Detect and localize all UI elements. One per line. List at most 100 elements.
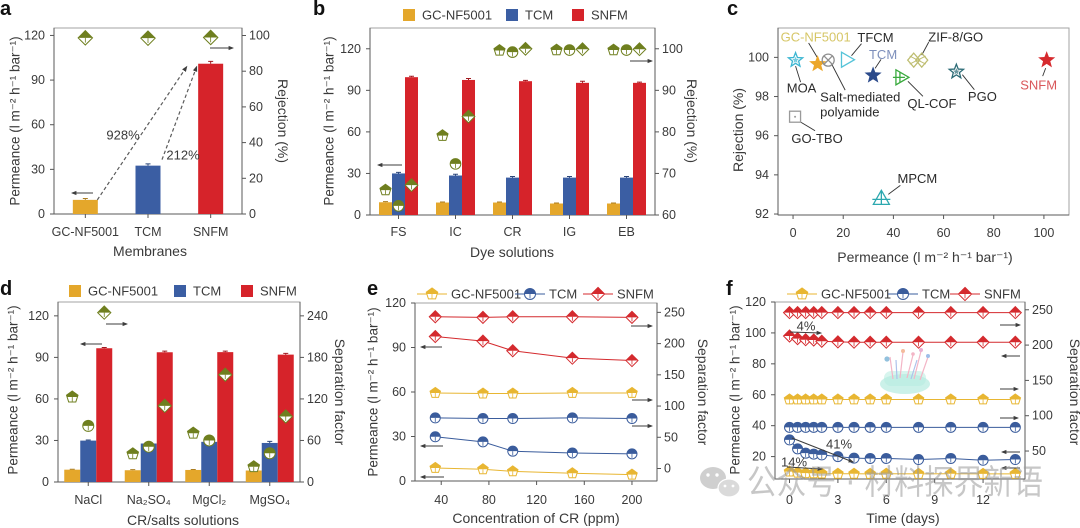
point-gc-nf5001-permeance [944,467,957,479]
marker-fill [379,184,392,191]
marker-fill [550,44,563,51]
marker-fill [1009,336,1022,343]
panel-letter: c [727,0,738,20]
y-tick-label: 30 [347,166,361,180]
error-bar [396,171,401,174]
marker-fill [626,469,638,475]
marker-fill [477,388,489,394]
x-tick-label: 20 [836,226,850,240]
y-axis-title: Rejection (%) [730,88,746,172]
x-tick-label: NaCl [74,493,102,507]
point-tcm-permeance [945,452,957,464]
point-tcm-separation-factor [800,421,812,433]
point-gc-nf5001-permeance [626,468,638,480]
marker-fill [591,287,605,294]
marker-fill [567,387,578,393]
legend-item-snfm: SNFM [241,284,297,299]
marker-fill [405,178,418,186]
marker-fill [865,453,876,459]
panel-f: 20 40 60 80 100 120 50 100 150 200 250 0 3 6 9 12 4% 41% 1… [726,278,1080,526]
panel-c: 92 94 96 98 100 0 20 40 60 80 100 MOA GC-NF5001 Salt-… [727,0,1070,265]
triangle-shape [840,51,856,69]
y-tick-label: 90 [31,73,45,87]
marker-fill [784,422,795,428]
membrane-layer [884,371,926,386]
legend-marker [957,286,973,302]
error-bar [567,175,572,178]
point-gc-nf5001-separation-factor [506,387,519,399]
point-tcm-separation-factor [429,412,441,424]
marker-fill [799,333,812,340]
marker-fill [633,42,646,50]
legend-item-snfm: SNFM [583,287,654,302]
annotation-arrow [791,437,855,463]
marker-fill [881,422,892,428]
y2-tick-label: 20 [249,171,263,185]
marker-fill [264,447,276,454]
y2-tick-label: 150 [664,368,685,382]
marker-fill [791,332,804,339]
bar-gc-nf5001-mgcl2 [185,469,202,482]
y-tick-label: 92 [755,207,769,221]
point-gc-nf5001-separation-factor [626,386,638,398]
panel-letter: a [0,0,12,20]
marker-fill [621,44,632,51]
bar-snfm-ig [576,82,589,215]
point-label: TCM [869,47,897,62]
x-tick-label: 200 [622,493,643,507]
error-bar [162,350,168,353]
marker-separation-factor-snfm-na2so4 [157,398,173,414]
marker-rejection-tcm-cr [506,46,519,58]
x-tick-label: GC-NF5001 [52,225,119,239]
bar-snfm-ic [462,79,475,215]
error-bar [510,175,515,178]
marker-fill [815,335,828,342]
point-gc-nf5001-separation-factor [1009,393,1022,405]
marker-fill [1010,454,1021,460]
y2-tick-label: 0 [664,462,671,476]
point-tcm-separation-factor [816,421,828,433]
bar-gc-nf5001-ig [550,203,563,215]
panel-d: 0 30 60 90 120 0 60 120 180 240 NaCl Na₂SO₄ MgCl₂ MgS… [0,278,348,528]
legend-item-gc-nf5001: GC-NF5001 [787,287,891,302]
leader-line [830,62,846,91]
wechat-eye [723,484,727,488]
y-tick-label: 60 [752,388,766,402]
point-snfm-separation-factor [565,310,580,324]
marker-rejection-gc-nf5001-fs [379,183,392,196]
y-tick-label: 60 [347,125,361,139]
marker-fill [218,368,232,375]
marker-fill [800,448,811,454]
y2-axis-title: Separation factor [695,339,711,446]
marker-fill [945,393,957,400]
marker-fill [626,387,638,393]
point-tcm-permeance [429,431,441,443]
marker-fill [832,422,843,428]
y-tick-label: 30 [35,433,49,447]
marker-fill [576,42,589,50]
marker-separation-factor-tcm-nacl [82,419,95,432]
marker-fill [477,436,488,442]
marker-fill [977,336,990,343]
marker-separation-factor-tcm-na2so4 [142,440,155,453]
panel-a: 0 30 60 90 120 0 20 40 60 80 100 GC-NF5001 TCM SNFM 92… [0,0,291,259]
marker-separation-factor-tcm-mgcl2 [203,434,216,447]
y-tick-label: 90 [392,341,406,355]
y2-tick-label: 180 [307,350,328,364]
y-tick-label: 120 [745,295,766,309]
y-tick-label: 40 [752,419,766,433]
molecule-dot [884,356,890,362]
point-label: MPCM [897,171,937,186]
legend-label: GC-NF5001 [422,8,492,23]
star-shape [864,66,882,83]
y-tick-label: 96 [755,129,769,143]
bar-snfm-mgcl2 [217,352,234,482]
x-tick-label: TCM [134,225,161,239]
wechat-icon [700,467,741,498]
dashed-arrow-212 [161,65,198,160]
circle-shape [821,53,835,67]
x-tick-label: 40 [434,493,448,507]
point-tcm-permeance [507,445,519,457]
point-snfm-permeance [807,333,821,347]
wechat-eye [731,484,735,488]
